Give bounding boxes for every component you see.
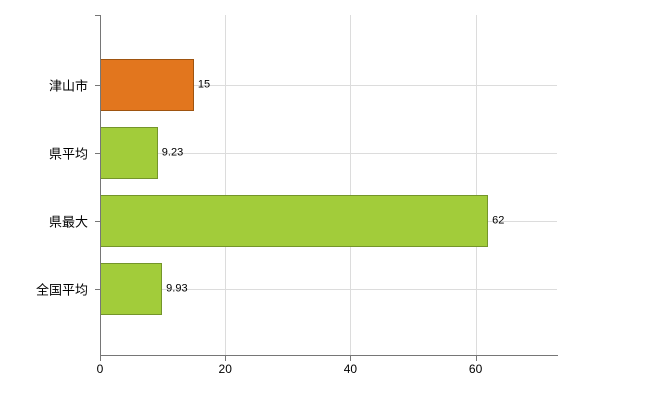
x-gridline — [350, 15, 352, 355]
x-axis-line — [100, 355, 558, 356]
y-axis-tick — [95, 221, 100, 222]
x-axis-tick — [225, 355, 227, 361]
bar-全国平均 — [100, 263, 163, 315]
bar-value-label: 9.23 — [161, 146, 184, 159]
category-label: 全国平均 — [35, 282, 88, 298]
x-axis-tick — [100, 355, 101, 361]
bar-value-label: 15 — [197, 78, 211, 91]
plot-area: 15 9.23 62 9.93 — [100, 15, 557, 355]
bar-県平均 — [100, 127, 158, 179]
y-axis-tick — [95, 153, 100, 154]
x-tick-label: 40 — [343, 362, 358, 376]
x-tick-label: 60 — [468, 362, 483, 376]
x-tick-label: 20 — [218, 362, 232, 376]
x-gridline — [475, 15, 477, 355]
y-gridline — [100, 85, 557, 86]
category-label: 県最大 — [48, 214, 88, 230]
x-tick-label: 0 — [96, 362, 104, 376]
bar-津山市 — [100, 59, 194, 111]
y-gridline — [100, 289, 557, 290]
x-gridline — [225, 15, 227, 355]
bar-value-label: 9.93 — [166, 282, 188, 295]
y-axis-tick — [95, 85, 100, 86]
category-label: 津山市 — [48, 78, 88, 94]
x-axis-tick — [475, 355, 477, 361]
category-label: 県平均 — [48, 146, 88, 162]
y-axis-tick — [95, 15, 100, 16]
y-axis-tick — [95, 289, 100, 290]
y-axis-line — [100, 15, 101, 356]
bar-県最大 — [100, 195, 489, 247]
bar-value-label: 62 — [492, 214, 505, 227]
y-gridline — [100, 153, 557, 154]
x-axis-tick — [350, 355, 352, 361]
